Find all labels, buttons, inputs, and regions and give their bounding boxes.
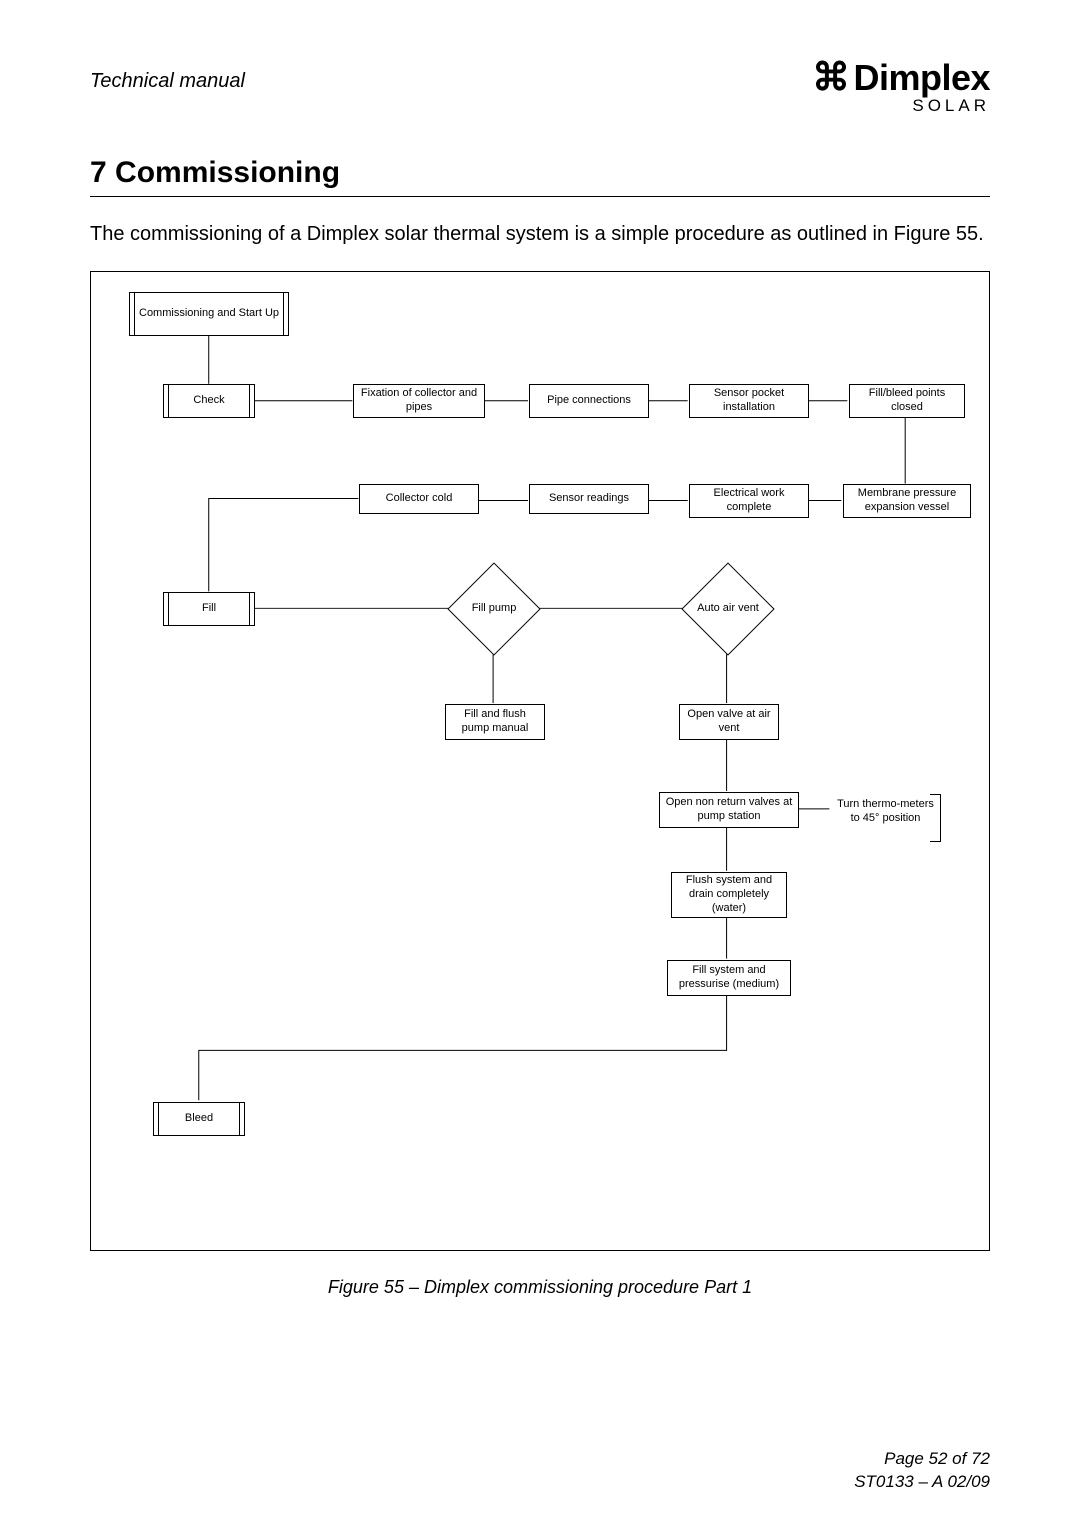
logo-text: Dimplex xyxy=(853,57,990,99)
footer-docid: ST0133 – A 02/09 xyxy=(854,1471,990,1494)
node-bleed-label: Bleed xyxy=(175,1109,223,1129)
doc-title: Technical manual xyxy=(90,55,245,93)
section-heading: 7 Commissioning xyxy=(90,156,990,197)
page-footer: Page 52 of 72 ST0133 – A 02/09 xyxy=(854,1448,990,1494)
figure-caption: Figure 55 – Dimplex commissioning proced… xyxy=(90,1277,990,1298)
node-auto-air-decision: Auto air vent xyxy=(695,576,761,642)
node-check-label: Check xyxy=(183,391,234,411)
node-open-nonreturn: Open non return valves at pump station xyxy=(659,792,799,828)
footer-page: Page 52 of 72 xyxy=(854,1448,990,1471)
node-auto-air-label: Auto air vent xyxy=(695,576,761,642)
node-open-valve-airvent: Open valve at air vent xyxy=(679,704,779,740)
node-fill-pump-decision: Fill pump xyxy=(461,576,527,642)
node-fill-pump-label: Fill pump xyxy=(461,576,527,642)
section-title-text: Commissioning xyxy=(115,156,340,189)
node-membrane: Membrane pressure expansion vessel xyxy=(843,484,971,518)
node-sensor-pocket: Sensor pocket installation xyxy=(689,384,809,418)
node-fill-bleed-closed: Fill/bleed points closed xyxy=(849,384,965,418)
flowchart-frame: Commissioning and Start Up Check Fill Bl… xyxy=(90,271,990,1251)
annotation-label: Turn thermo-meters to 45° position xyxy=(837,798,934,824)
node-flush-drain: Flush system and drain completely (water… xyxy=(671,872,787,918)
node-fill: Fill xyxy=(163,592,255,626)
node-fill-flush-manual: Fill and flush pump manual xyxy=(445,704,545,740)
node-collector-cold: Collector cold xyxy=(359,484,479,514)
intro-paragraph: The commissioning of a Dimplex solar the… xyxy=(90,219,990,249)
node-start: Commissioning and Start Up xyxy=(129,292,289,336)
node-start-label: Commissioning and Start Up xyxy=(129,304,289,324)
node-annotation-thermometers: Turn thermo-meters to 45° position xyxy=(831,794,941,842)
logo-mark-icon: ⌘ xyxy=(812,55,850,100)
section-number: 7 xyxy=(90,156,107,189)
node-fill-label: Fill xyxy=(192,599,226,619)
node-bleed: Bleed xyxy=(153,1102,245,1136)
node-pipe-connections: Pipe connections xyxy=(529,384,649,418)
brand-logo: ⌘ Dimplex SOLAR xyxy=(812,55,990,116)
page-header: Technical manual ⌘ Dimplex SOLAR xyxy=(90,55,990,116)
node-sensor-readings: Sensor readings xyxy=(529,484,649,514)
page: Technical manual ⌘ Dimplex SOLAR 7 Commi… xyxy=(0,0,1080,1534)
node-fill-pressurise: Fill system and pressurise (medium) xyxy=(667,960,791,996)
node-electrical-work: Electrical work complete xyxy=(689,484,809,518)
node-check: Check xyxy=(163,384,255,418)
node-fixation: Fixation of collector and pipes xyxy=(353,384,485,418)
